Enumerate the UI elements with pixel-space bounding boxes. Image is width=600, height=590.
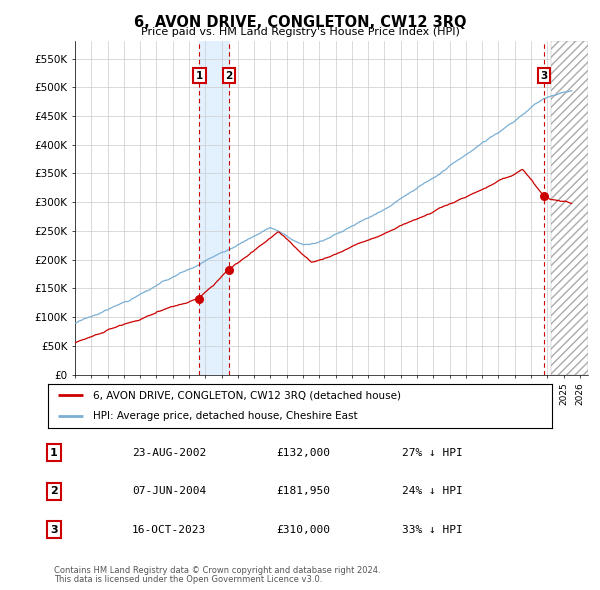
Text: 07-JUN-2004: 07-JUN-2004 [132, 486, 206, 496]
Text: 16-OCT-2023: 16-OCT-2023 [132, 525, 206, 535]
Text: HPI: Average price, detached house, Cheshire East: HPI: Average price, detached house, Ches… [94, 411, 358, 421]
Point [539, 192, 548, 201]
Text: Contains HM Land Registry data © Crown copyright and database right 2024.: Contains HM Land Registry data © Crown c… [54, 566, 380, 575]
Text: £132,000: £132,000 [276, 448, 330, 458]
Text: Price paid vs. HM Land Registry's House Price Index (HPI): Price paid vs. HM Land Registry's House … [140, 27, 460, 37]
Text: £310,000: £310,000 [276, 525, 330, 535]
Point [224, 266, 233, 275]
Point [194, 294, 204, 303]
Text: 33% ↓ HPI: 33% ↓ HPI [402, 525, 463, 535]
Text: 1: 1 [50, 448, 58, 458]
Text: £181,950: £181,950 [276, 486, 330, 496]
Text: 3: 3 [540, 71, 547, 81]
Text: This data is licensed under the Open Government Licence v3.0.: This data is licensed under the Open Gov… [54, 575, 322, 584]
Bar [199, 41, 229, 375]
Text: 2: 2 [225, 71, 232, 81]
Text: 24% ↓ HPI: 24% ↓ HPI [402, 486, 463, 496]
Bar [551, 41, 588, 375]
Bar [551, 41, 588, 375]
Text: 3: 3 [50, 525, 58, 535]
Text: 27% ↓ HPI: 27% ↓ HPI [402, 448, 463, 458]
Text: 1: 1 [196, 71, 203, 81]
Text: 2: 2 [50, 486, 58, 496]
Text: 6, AVON DRIVE, CONGLETON, CW12 3RQ: 6, AVON DRIVE, CONGLETON, CW12 3RQ [134, 15, 466, 30]
Text: 23-AUG-2002: 23-AUG-2002 [132, 448, 206, 458]
Text: 6, AVON DRIVE, CONGLETON, CW12 3RQ (detached house): 6, AVON DRIVE, CONGLETON, CW12 3RQ (deta… [94, 391, 401, 401]
